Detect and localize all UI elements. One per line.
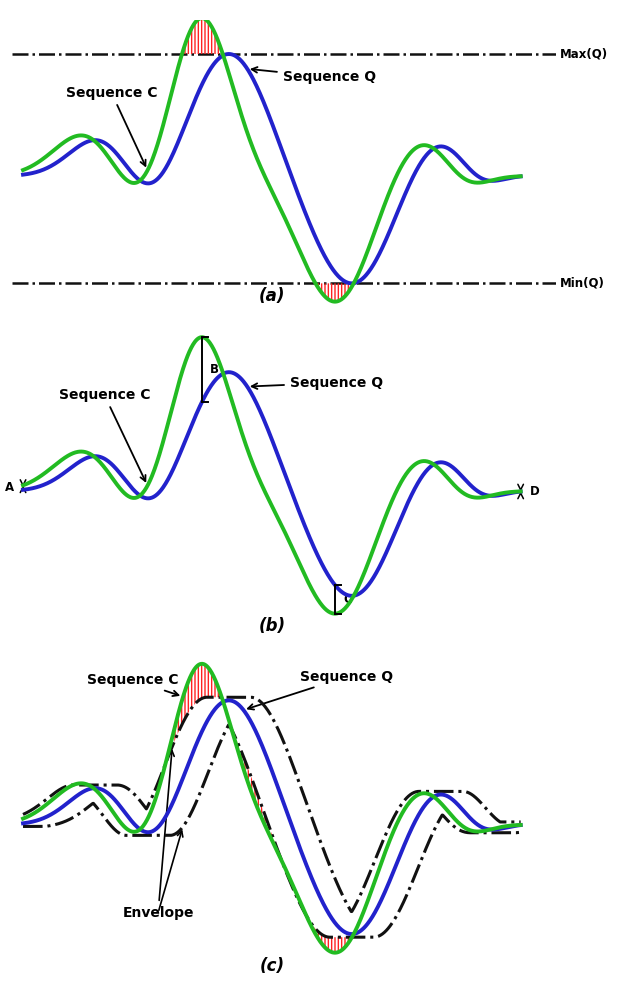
Text: (b): (b) <box>258 617 286 635</box>
Text: Sequence C: Sequence C <box>87 673 179 696</box>
Text: D: D <box>530 485 540 498</box>
Text: C: C <box>343 593 352 606</box>
Text: (a): (a) <box>258 287 285 305</box>
Text: Sequence C: Sequence C <box>59 388 150 481</box>
Text: Envelope: Envelope <box>122 751 194 920</box>
Text: Sequence Q: Sequence Q <box>248 670 394 710</box>
Text: A: A <box>5 481 14 494</box>
Text: Sequence Q: Sequence Q <box>252 376 383 390</box>
Text: Min(Q): Min(Q) <box>560 277 604 290</box>
Text: Sequence C: Sequence C <box>66 86 157 166</box>
Text: B: B <box>210 363 219 376</box>
Text: Sequence Q: Sequence Q <box>252 67 376 84</box>
Text: (c): (c) <box>260 957 284 975</box>
Text: Max(Q): Max(Q) <box>560 47 608 60</box>
